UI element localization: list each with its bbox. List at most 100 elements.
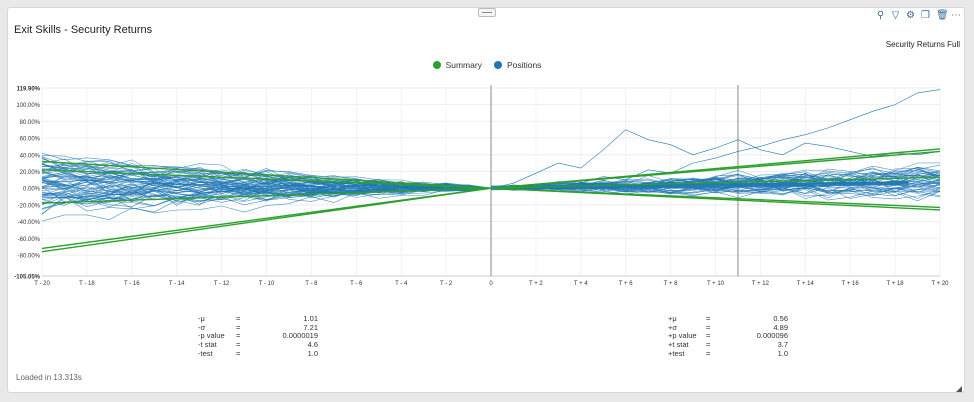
filter-icon[interactable]: ▽ — [891, 10, 900, 21]
panel-subtitle: Security Returns Full — [885, 40, 960, 49]
stat-eq: = — [706, 322, 711, 332]
gear-icon[interactable]: ⚙ — [906, 10, 915, 21]
panel-title: Exit Skills - Security Returns — [14, 24, 153, 36]
x-tick-label: T + 8 — [664, 281, 678, 287]
copy-icon[interactable]: ❐ — [921, 10, 930, 21]
stat-eq: = — [706, 314, 711, 323]
x-tick-label: T - 16 — [124, 281, 140, 287]
stat-value: 1.01 — [303, 314, 318, 323]
panel-toolbar: ⚲ ▽ ⚙ ❐ 🗑 ⋯ — [876, 10, 961, 22]
summary-line — [41, 169, 492, 189]
summary-line — [490, 187, 941, 211]
y-tick-label: -80.00% — [18, 254, 41, 260]
legend-dot-positions — [493, 61, 502, 69]
stat-value: 4.89 — [773, 322, 788, 332]
stat-value: 7.21 — [303, 322, 318, 332]
stat-eq: = — [236, 348, 241, 358]
stat-value: 0.000096 — [756, 331, 788, 341]
x-tick-label: T - 10 — [259, 281, 275, 287]
stat-row: -σ = 7.21 — [198, 323, 318, 332]
legend-item-summary[interactable]: Summary — [432, 60, 482, 70]
chart-legend: Summary Positions — [0, 60, 974, 70]
y-tick-label: 60.00% — [20, 137, 41, 143]
y-tick-label: -60.00% — [18, 237, 41, 243]
x-tick-label: T + 14 — [797, 281, 815, 287]
stat-key: +t stat — [668, 340, 689, 350]
x-tick-label: T + 4 — [574, 281, 588, 287]
stat-value: 3.7 — [777, 340, 788, 350]
y-tick-label: 119.90% — [17, 87, 41, 93]
summary-line — [41, 187, 492, 204]
stat-eq: = — [706, 340, 711, 350]
position-line — [41, 171, 492, 189]
x-tick-label: T - 12 — [214, 281, 230, 287]
stat-key: -test — [198, 348, 213, 358]
stat-eq: = — [236, 340, 241, 350]
legend-label-positions: Positions — [506, 60, 542, 70]
y-tick-label: -20.00% — [18, 203, 41, 209]
position-line — [41, 185, 492, 199]
stats-left: -μ = 1.01 -σ = 7.21 -p value = 0.0000019 -t st… — [198, 314, 318, 358]
stat-value: 0.56 — [773, 314, 788, 323]
stat-row: +t stat = 3.7 — [668, 340, 788, 349]
x-tick-label: 0 — [489, 281, 493, 287]
drag-handle[interactable] — [478, 8, 496, 17]
legend-label-summary: Summary — [445, 60, 482, 70]
stat-key: +μ — [668, 314, 677, 323]
y-tick-label: -40.00% — [18, 220, 41, 226]
stat-key: +p value — [668, 331, 697, 341]
search-icon[interactable]: ⚲ — [876, 10, 885, 21]
stat-value: 1.0 — [307, 348, 318, 358]
x-tick-label: T - 8 — [305, 281, 318, 287]
summary-line — [490, 150, 941, 189]
x-tick-label: T - 14 — [169, 281, 185, 287]
x-tick-label: T + 6 — [619, 281, 633, 287]
x-tick-label: T + 2 — [529, 281, 543, 287]
summary-line — [41, 187, 492, 253]
resize-handle[interactable] — [956, 386, 962, 392]
y-tick-label: 80.00% — [20, 120, 41, 126]
stat-key: +test — [668, 348, 685, 358]
x-tick-label: T + 20 — [931, 281, 949, 287]
summary-line — [490, 176, 941, 189]
stats-right: +μ = 0.56 +σ = 4.89 +p value = 0.000096 +t sta… — [668, 314, 788, 358]
position-line — [41, 152, 492, 189]
loaded-status: Loaded in 13.313s — [16, 373, 82, 382]
legend-dot-summary — [432, 61, 441, 69]
y-tick-label: 20.00% — [20, 170, 41, 176]
stat-key: -μ — [198, 314, 205, 323]
stat-key: -p value — [198, 331, 225, 341]
stat-eq: = — [236, 314, 241, 323]
stat-value: 1.0 — [777, 348, 788, 358]
y-tick-label: 40.00% — [20, 153, 41, 159]
more-icon[interactable]: ⋯ — [951, 10, 961, 21]
x-tick-label: T - 20 — [34, 281, 50, 287]
trash-icon[interactable]: 🗑 — [936, 10, 949, 21]
y-tick-label: -105.05% — [14, 275, 40, 281]
stat-value: 4.6 — [307, 340, 318, 350]
stat-row: +μ = 0.56 — [668, 314, 788, 323]
y-tick-label: 100.00% — [16, 103, 40, 109]
stat-row: -p value = 0.0000019 — [198, 331, 318, 340]
summary-line — [41, 160, 492, 189]
stat-row: -t stat = 4.6 — [198, 340, 318, 349]
stat-row: +σ = 4.89 — [668, 323, 788, 332]
stat-eq: = — [706, 348, 711, 358]
stat-key: -t stat — [198, 340, 217, 350]
position-line — [490, 186, 941, 196]
x-tick-label: T + 18 — [887, 281, 905, 287]
x-tick-label: T - 2 — [440, 281, 453, 287]
x-tick-label: T + 12 — [752, 281, 770, 287]
position-line — [41, 185, 492, 204]
stat-row: +p value = 0.000096 — [668, 331, 788, 340]
x-tick-label: T - 18 — [79, 281, 95, 287]
legend-item-positions[interactable]: Positions — [493, 60, 542, 70]
x-tick-label: T - 6 — [350, 281, 363, 287]
y-tick-label: 0.00% — [23, 187, 41, 193]
x-tick-label: T + 16 — [842, 281, 860, 287]
stat-row: +test = 1.0 — [668, 349, 788, 358]
stat-key: -σ — [198, 322, 206, 332]
x-tick-label: T + 10 — [707, 281, 725, 287]
x-tick-label: T - 4 — [395, 281, 408, 287]
